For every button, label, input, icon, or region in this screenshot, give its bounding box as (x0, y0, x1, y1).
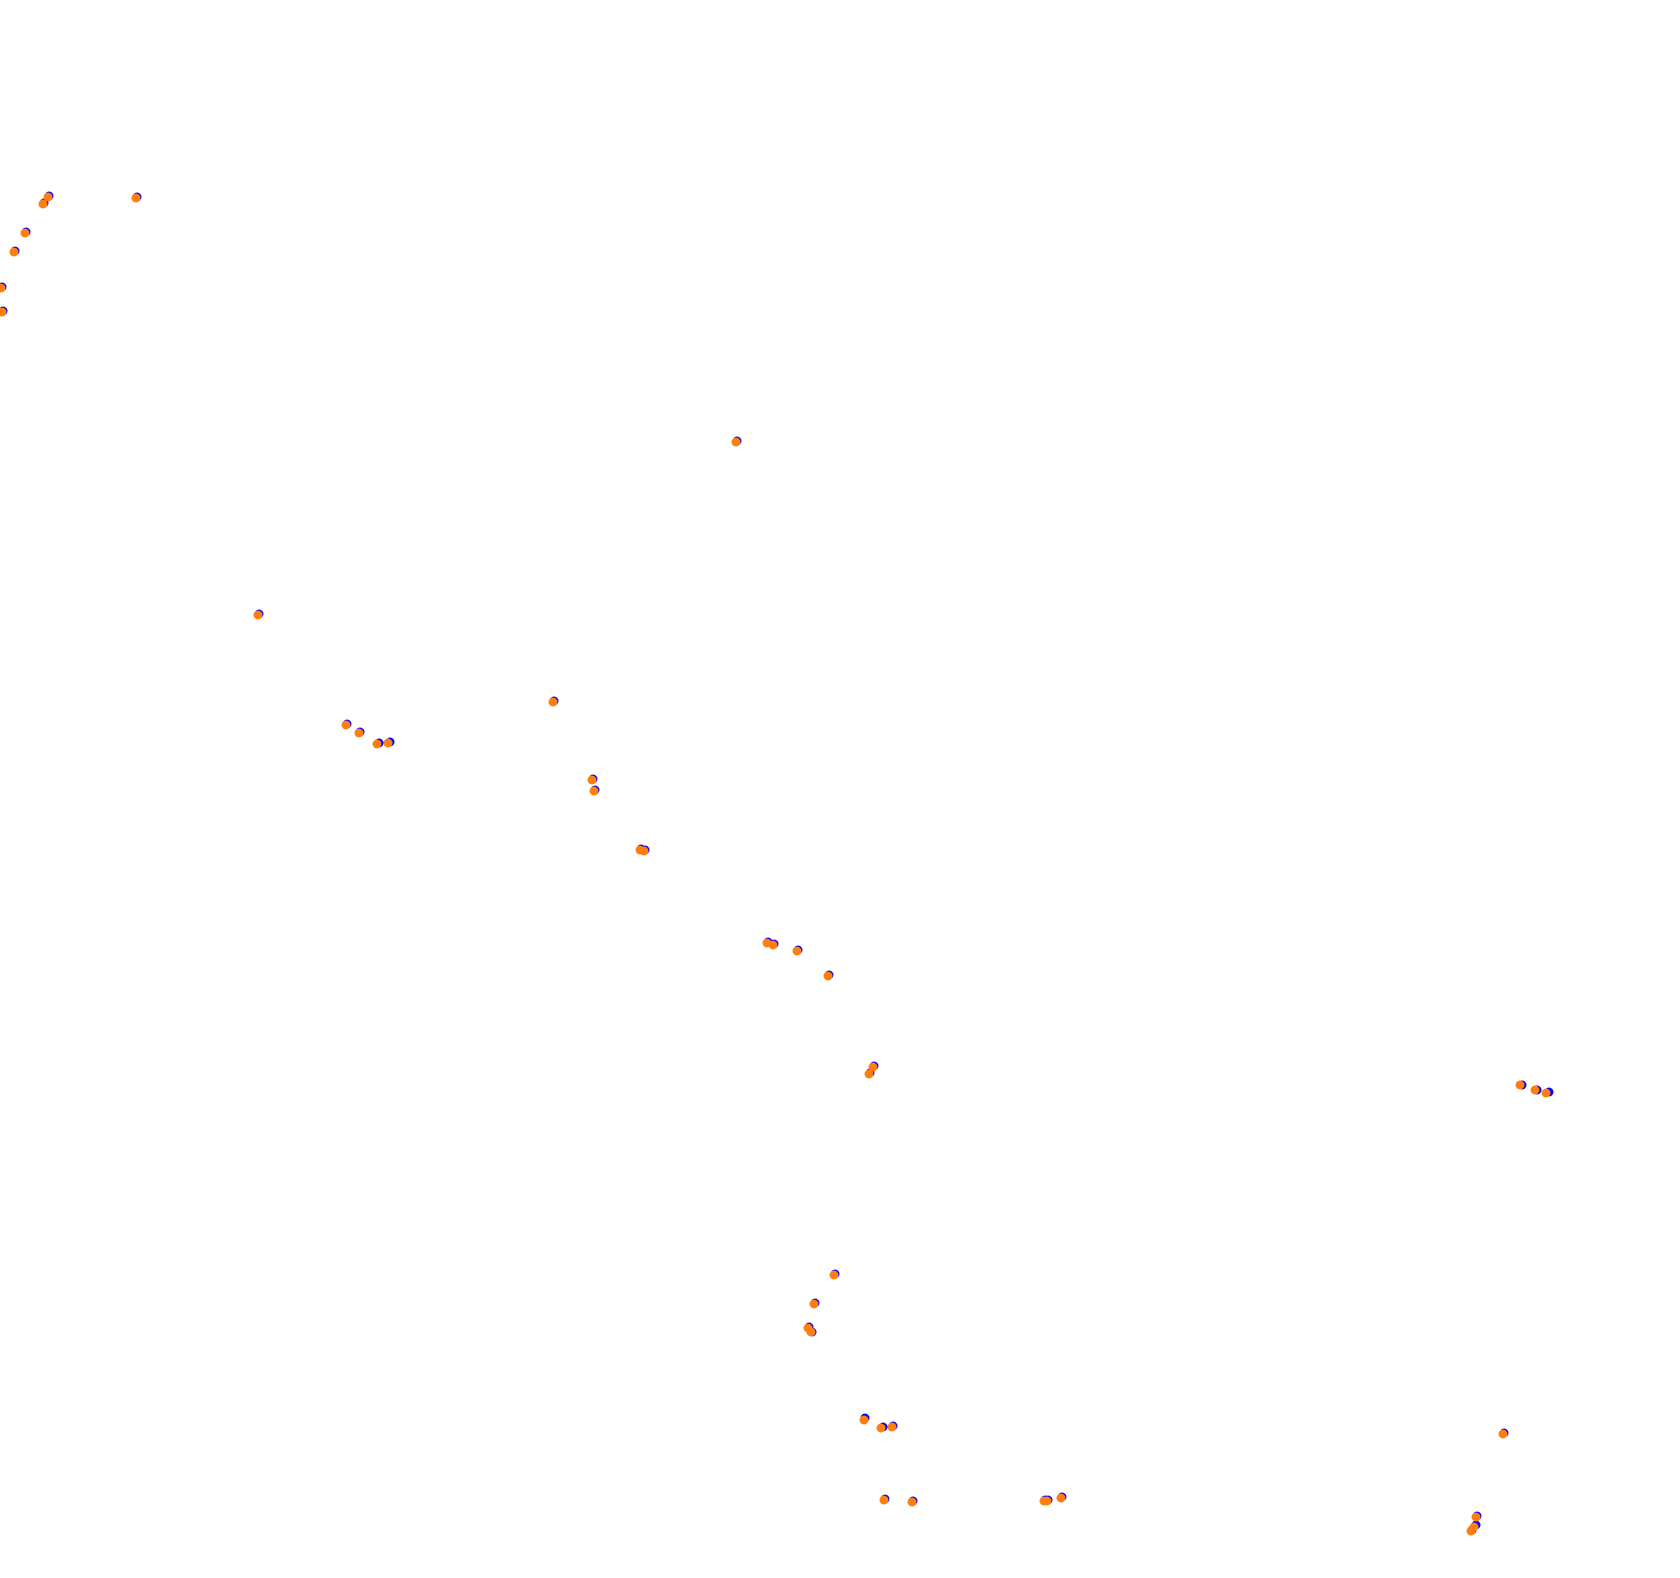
data-point-series-1-1 (907, 1497, 917, 1507)
data-point-series-1-26 (639, 846, 649, 856)
data-point-series-1-15 (829, 1270, 839, 1280)
data-point-series-1-20 (868, 1062, 878, 1072)
data-points (0, 191, 1554, 1536)
data-point-series-1-7 (1471, 1512, 1481, 1522)
data-point-series-1-37 (0, 283, 6, 293)
data-point-series-1-21 (823, 971, 833, 981)
data-point-series-1-35 (731, 437, 741, 447)
data-point-series-1-11 (887, 1422, 897, 1432)
data-point-series-1-0 (879, 1495, 889, 1505)
data-point-series-1-29 (372, 739, 382, 749)
data-point-series-1-18 (1541, 1088, 1551, 1098)
data-point-series-1-24 (792, 946, 802, 956)
data-point-series-1-34 (253, 610, 263, 620)
data-point-series-1-42 (131, 193, 141, 203)
data-point-series-1-33 (548, 697, 558, 707)
data-point-series-1-38 (9, 247, 19, 257)
data-point-series-1-10 (876, 1423, 886, 1433)
data-point-series-1-19 (864, 1069, 874, 1079)
data-point-series-1-4 (1056, 1493, 1066, 1503)
data-point-series-1-41 (43, 192, 53, 202)
data-point-series-1-8 (1498, 1429, 1508, 1439)
data-point-series-1-17 (1530, 1085, 1540, 1095)
data-point-series-1-40 (38, 199, 48, 209)
data-point-series-1-16 (1515, 1080, 1525, 1090)
data-point-series-1-23 (768, 940, 778, 950)
data-point-series-1-36 (0, 307, 7, 317)
data-point-series-1-9 (859, 1415, 869, 1425)
data-point-series-1-3 (1042, 1496, 1052, 1506)
data-point-series-1-30 (383, 738, 393, 748)
data-point-series-1-28 (587, 775, 597, 785)
data-point-series-1-31 (354, 728, 364, 738)
data-point-series-1-32 (341, 720, 351, 730)
data-point-series-1-27 (589, 786, 599, 796)
data-point-series-1-6 (1469, 1522, 1479, 1532)
data-point-series-1-39 (20, 228, 30, 238)
data-point-series-1-14 (809, 1299, 819, 1309)
data-point-series-1-13 (803, 1323, 813, 1333)
